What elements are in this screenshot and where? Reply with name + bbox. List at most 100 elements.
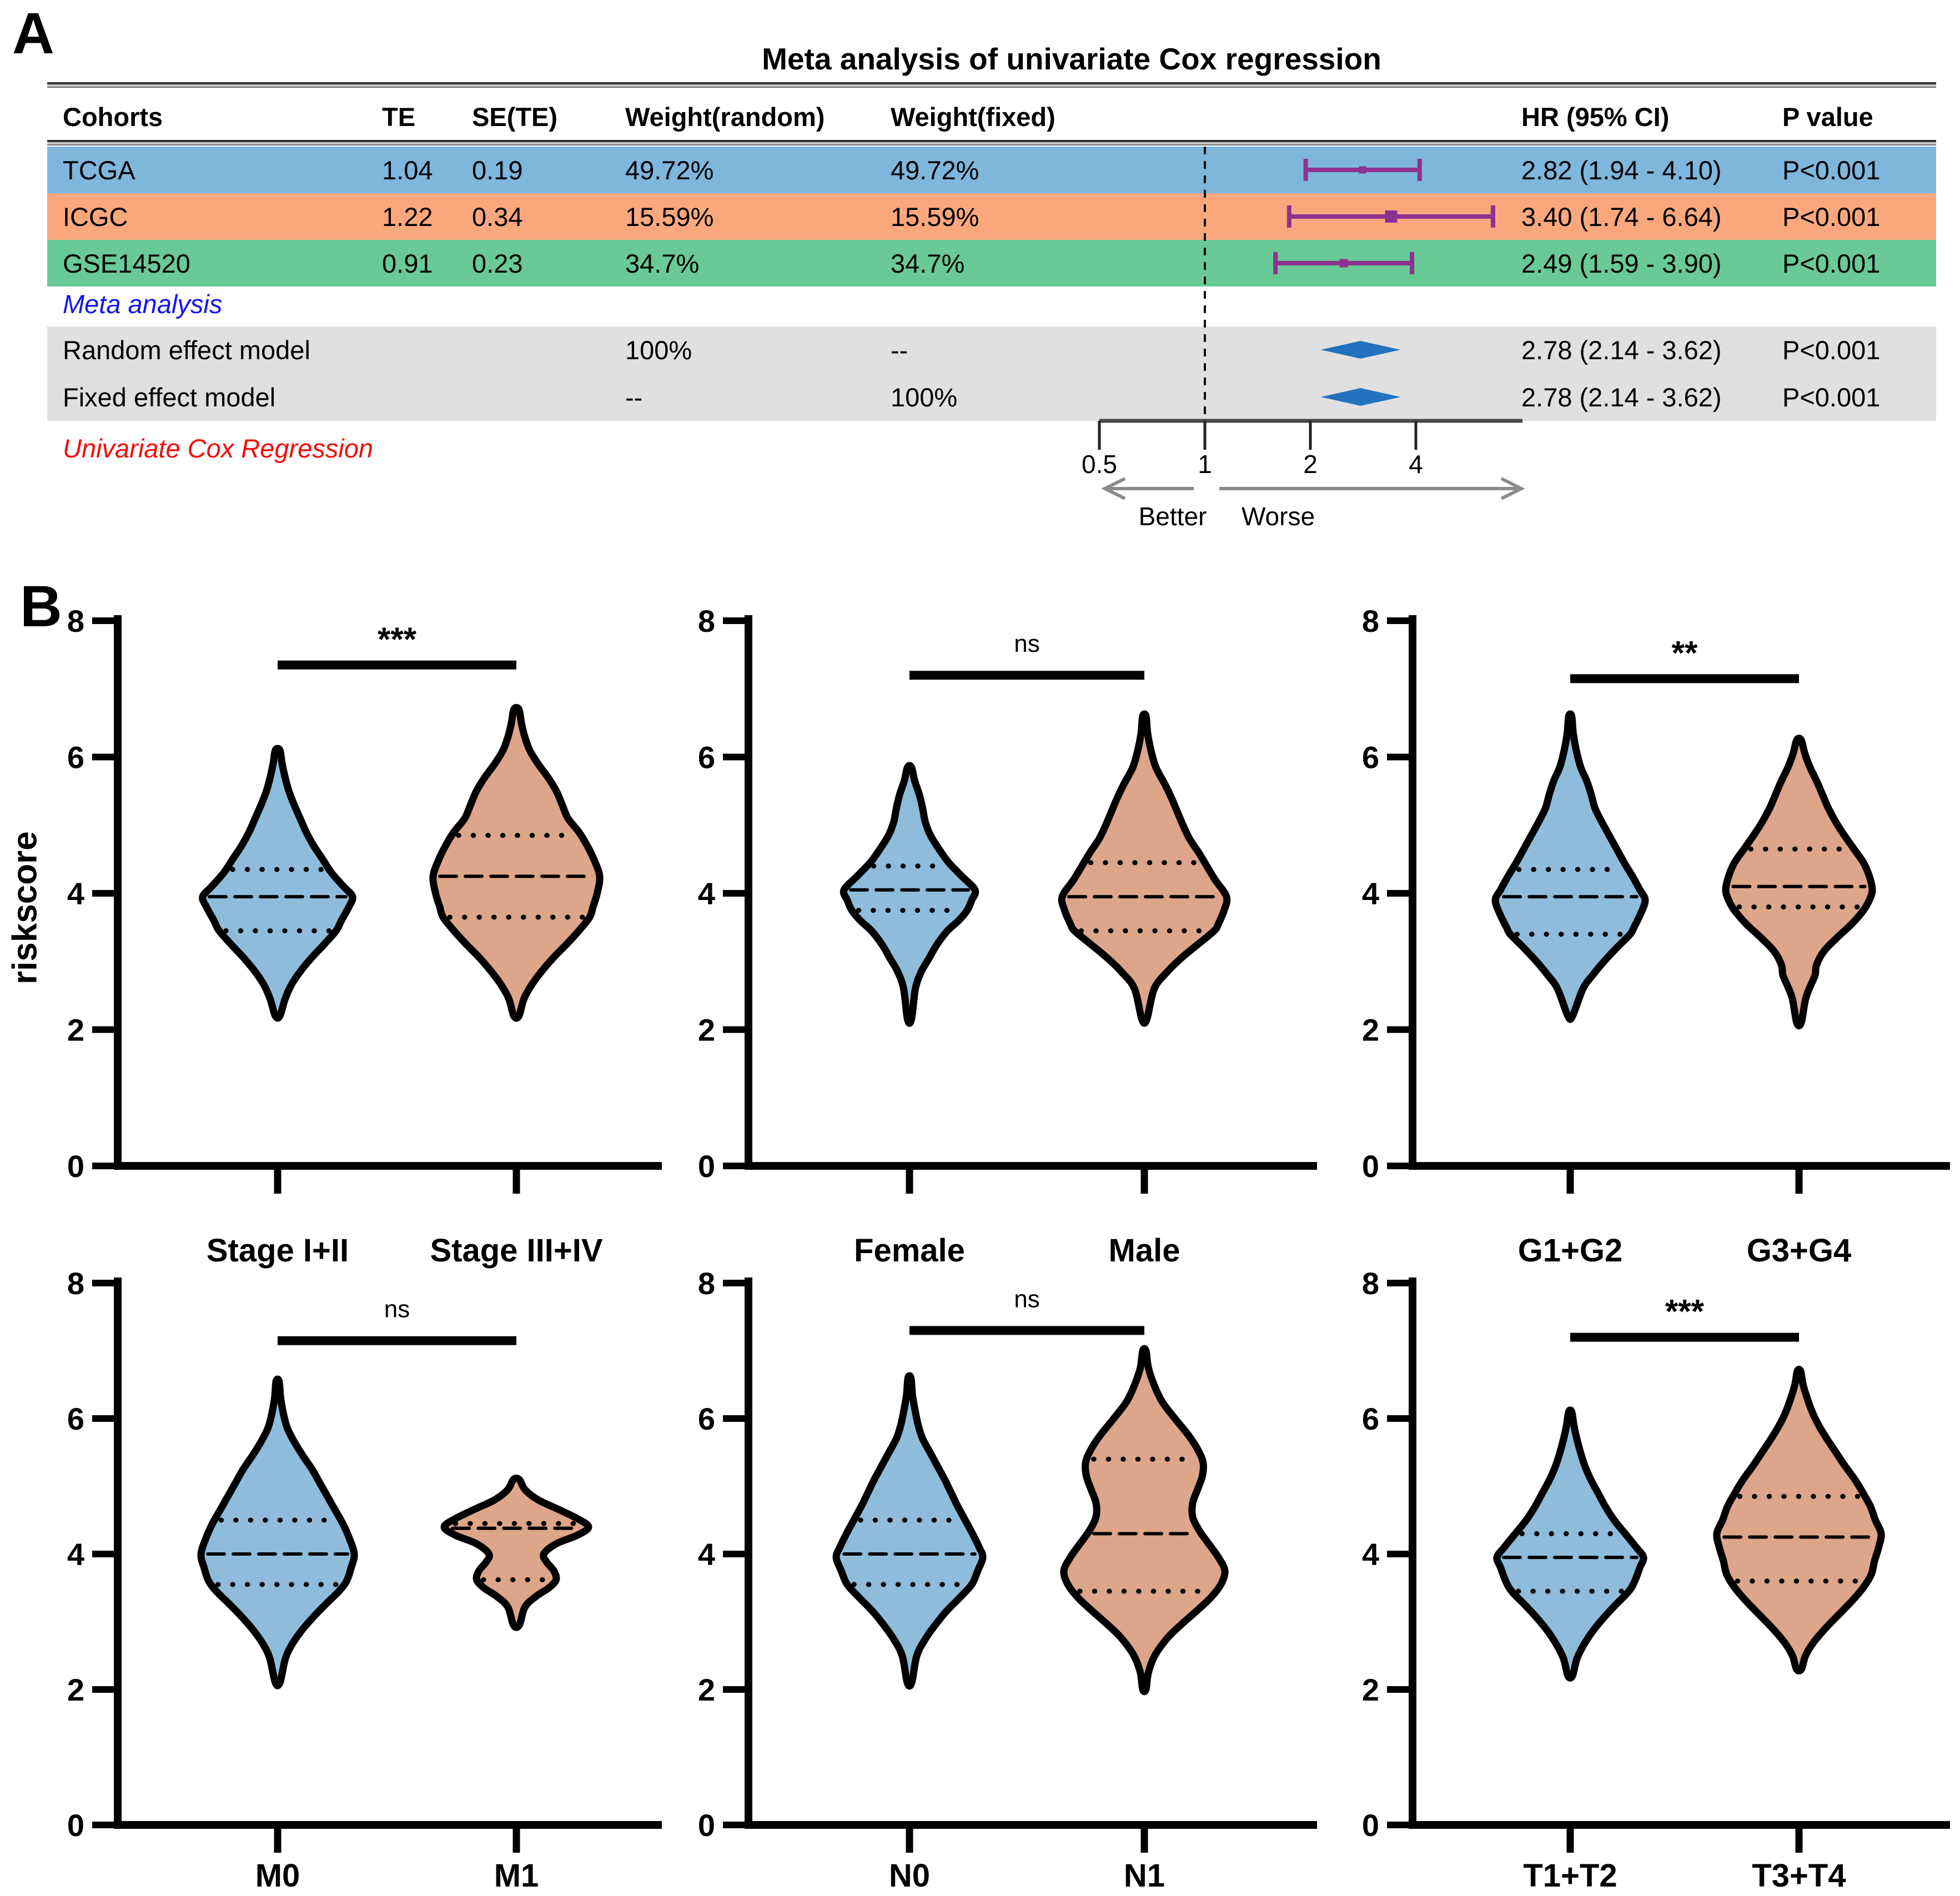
col-header-cohorts: Cohorts [63, 102, 163, 132]
te-value: 1.22 [382, 202, 433, 232]
weight-random-value: 34.7% [625, 248, 700, 278]
hr-ci-value: 2.49 (1.59 - 3.90) [1521, 248, 1722, 278]
weight-fixed-value: 34.7% [891, 248, 965, 278]
svg-text:0: 0 [67, 1808, 84, 1843]
svg-text:6: 6 [698, 1401, 715, 1436]
svg-text:6: 6 [67, 1401, 84, 1436]
svg-text:2: 2 [1362, 1013, 1379, 1048]
svg-text:8: 8 [698, 603, 715, 638]
svg-text:ns: ns [1014, 1285, 1039, 1312]
weight-random-value: 15.59% [625, 202, 714, 232]
col-header-weight-fixed: Weight(fixed) [891, 102, 1056, 132]
svg-text:2: 2 [1362, 1672, 1379, 1707]
svg-text:8: 8 [1362, 1266, 1379, 1301]
svg-text:Stage I+II: Stage I+II [207, 1233, 349, 1269]
svg-text:Male: Male [1109, 1233, 1180, 1269]
svg-text:T1+T2: T1+T2 [1523, 1858, 1617, 1894]
svg-text:2: 2 [67, 1013, 84, 1048]
svg-text:0: 0 [67, 1149, 84, 1184]
col-header-se: SE(TE) [472, 102, 558, 132]
svg-text:***: *** [1665, 1293, 1705, 1330]
se-value: 0.23 [472, 248, 523, 278]
svg-text:4: 4 [698, 876, 715, 911]
svg-text:0: 0 [698, 1808, 715, 1843]
svg-text:2: 2 [67, 1672, 84, 1707]
p-value: P<0.001 [1782, 383, 1881, 412]
svg-text:2: 2 [698, 1672, 715, 1707]
svg-text:2: 2 [698, 1013, 715, 1048]
te-value: 1.04 [382, 155, 433, 185]
svg-text:M0: M0 [255, 1858, 300, 1894]
table-top-rule [47, 82, 1936, 88]
cohort-name: GSE14520 [63, 248, 190, 278]
svg-text:G3+G4: G3+G4 [1747, 1233, 1852, 1269]
svg-text:8: 8 [1362, 603, 1379, 638]
panel-a-label: A [12, 1, 54, 66]
svg-text:T3+T4: T3+T4 [1752, 1858, 1846, 1894]
col-header-hr: HR (95% CI) [1521, 102, 1670, 132]
hr-ci-value: 2.78 (2.14 - 3.62) [1521, 335, 1722, 365]
univariate-cox-label: Univariate Cox Regression [63, 434, 374, 463]
weight-fixed-value: 49.72% [891, 155, 979, 185]
p-value: P<0.001 [1782, 202, 1881, 232]
svg-text:0: 0 [1362, 1808, 1379, 1843]
svg-text:6: 6 [1362, 1401, 1379, 1436]
model-name: Fixed effect model [63, 383, 276, 412]
weight-fixed-value: 100% [891, 383, 958, 412]
svg-text:4: 4 [1409, 450, 1423, 479]
svg-text:Worse: Worse [1242, 502, 1315, 531]
svg-text:1: 1 [1198, 450, 1212, 479]
p-value: P<0.001 [1782, 155, 1881, 185]
svg-text:N1: N1 [1124, 1858, 1165, 1894]
hr-ci-value: 3.40 (1.74 - 6.64) [1521, 202, 1722, 232]
svg-text:8: 8 [698, 1266, 715, 1301]
weight-fixed-value: 15.59% [891, 202, 979, 232]
hr-ci-value: 2.78 (2.14 - 3.62) [1521, 383, 1722, 412]
svg-text:6: 6 [67, 740, 84, 775]
table-header-row: Cohorts TE SE(TE) Weight(random) Weight(… [47, 93, 1936, 140]
svg-text:***: *** [378, 621, 417, 658]
te-value: 0.91 [382, 248, 433, 278]
svg-text:2: 2 [1303, 450, 1318, 479]
se-value: 0.34 [472, 202, 523, 232]
table-row-random-effect: Random effect model 100% -- 2.78 (2.14 -… [47, 326, 1936, 374]
svg-text:4: 4 [67, 1537, 84, 1572]
svg-text:8: 8 [67, 603, 84, 638]
p-value: P<0.001 [1782, 335, 1881, 365]
table-row-fixed-effect: Fixed effect model -- 100% 2.78 (2.14 - … [47, 374, 1936, 421]
meta-analysis-label: Meta analysis [63, 289, 223, 319]
svg-text:**: ** [1672, 634, 1698, 671]
table-row-tcga: TCGA 1.04 0.19 49.72% 49.72% 2.82 (1.94 … [47, 147, 1936, 193]
svg-text:Stage III+IV: Stage III+IV [430, 1233, 602, 1269]
hr-ci-value: 2.82 (1.94 - 4.10) [1521, 155, 1722, 185]
cohort-name: TCGA [63, 155, 135, 185]
se-value: 0.19 [472, 155, 523, 185]
svg-text:0.5: 0.5 [1082, 450, 1117, 479]
weight-random-value: 49.72% [625, 155, 714, 185]
svg-text:4: 4 [1362, 876, 1379, 911]
weight-fixed-value: -- [891, 335, 908, 365]
model-rows-background [47, 326, 1936, 421]
svg-text:0: 0 [1362, 1149, 1379, 1184]
svg-text:6: 6 [698, 740, 715, 775]
svg-text:N0: N0 [889, 1858, 930, 1894]
svg-text:8: 8 [67, 1266, 84, 1301]
p-value: P<0.001 [1782, 248, 1881, 278]
svg-text:ns: ns [1014, 630, 1039, 657]
y-axis-title: riskscore [6, 831, 44, 984]
weight-random-value: -- [625, 383, 643, 412]
svg-text:G1+G2: G1+G2 [1518, 1233, 1623, 1269]
svg-text:Female: Female [854, 1233, 965, 1269]
svg-text:4: 4 [698, 1537, 715, 1572]
col-header-te: TE [382, 102, 416, 132]
col-header-pvalue: P value [1782, 102, 1873, 132]
table-row-icgc: ICGC 1.22 0.34 15.59% 15.59% 3.40 (1.74 … [47, 193, 1936, 240]
panel-a-title: Meta analysis of univariate Cox regressi… [762, 42, 1381, 76]
weight-random-value: 100% [625, 335, 692, 365]
model-name: Random effect model [63, 335, 310, 365]
svg-text:M1: M1 [494, 1858, 539, 1894]
table-header-rule [47, 140, 1936, 145]
svg-text:4: 4 [67, 876, 84, 911]
table-row-gse14520: GSE14520 0.91 0.23 34.7% 34.7% 2.49 (1.5… [47, 240, 1936, 286]
